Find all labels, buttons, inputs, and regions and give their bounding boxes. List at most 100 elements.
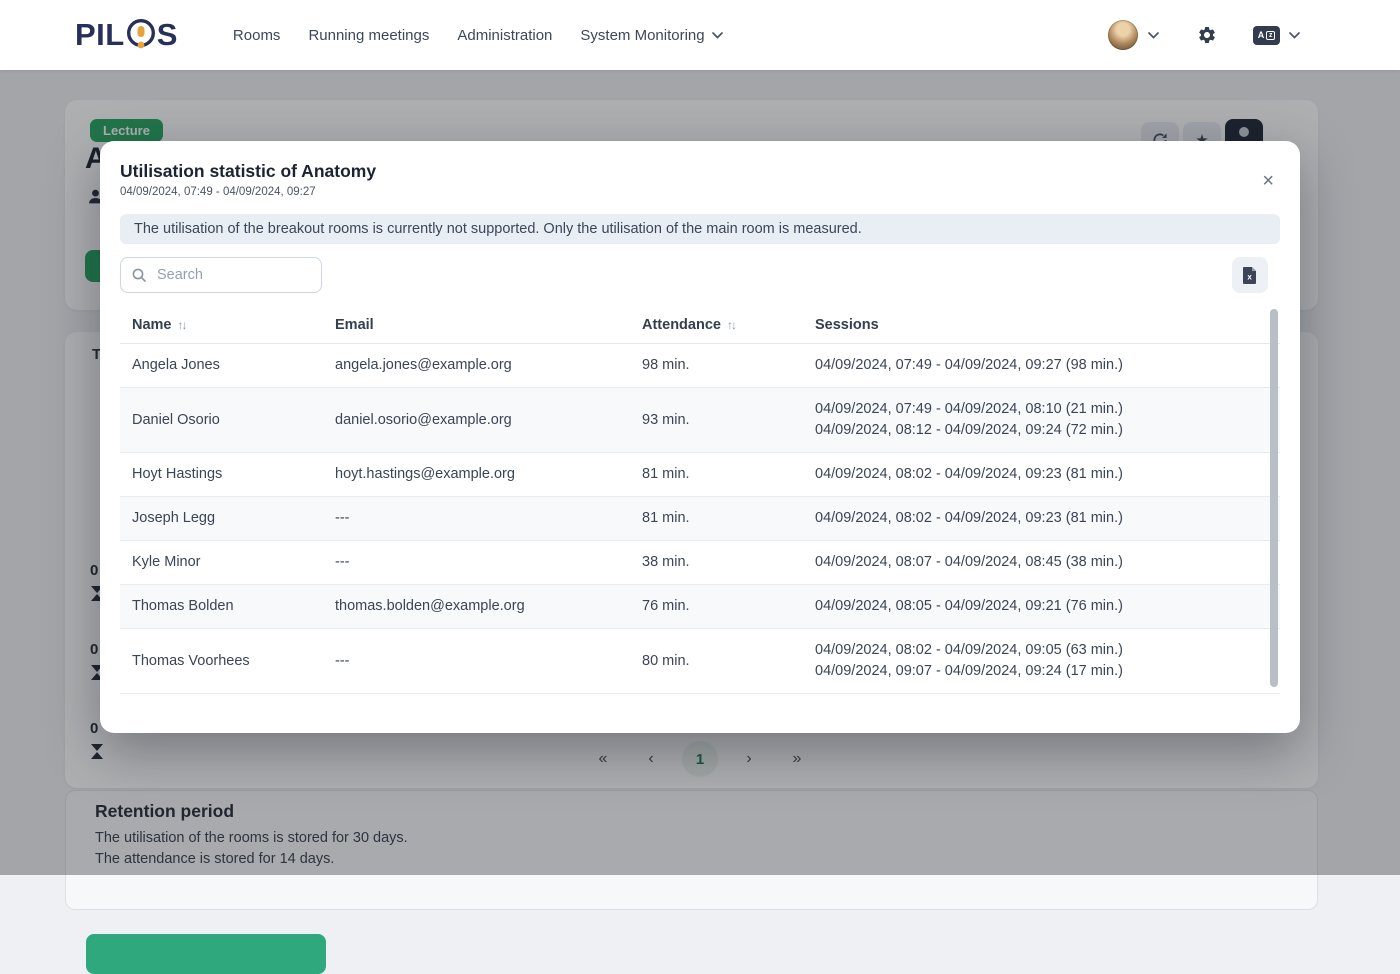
- user-avatar[interactable]: [1108, 20, 1138, 50]
- search-field: [120, 257, 322, 293]
- sort-icon: ↑↓: [726, 318, 737, 332]
- hourglass-icon: [90, 744, 104, 764]
- cell-sessions: 04/09/2024, 08:02 - 04/09/2024, 09:05 (6…: [803, 629, 1280, 693]
- nav-item-running-meetings[interactable]: Running meetings: [308, 27, 429, 44]
- person-icon: [1239, 127, 1249, 137]
- room-owner-person-icon: [87, 188, 104, 210]
- session-line: 04/09/2024, 08:05 - 04/09/2024, 09:21 (7…: [815, 598, 1123, 614]
- cell-email: ---: [335, 554, 350, 570]
- cell-name: Kyle Minor: [132, 554, 201, 570]
- attendance-table: Name ↑↓ Email Attendance ↑↓ Sessions Angela J…: [120, 307, 1280, 707]
- language-chevron-down-icon: [1289, 31, 1300, 39]
- utilisation-statistic-modal: Utilisation statistic of Anatomy 04/09/2…: [100, 141, 1300, 733]
- room-type-badge: Lecture: [90, 119, 163, 142]
- table-row: Kyle Minor --- 38 min. 04/09/2024, 08:07 - …: [120, 541, 1280, 585]
- stat-value: 0: [90, 720, 99, 737]
- search-input[interactable]: [120, 257, 322, 293]
- cell-attendance: 81 min.: [642, 466, 690, 482]
- column-header-name[interactable]: Name ↑↓: [120, 307, 323, 343]
- cell-attendance: 98 min.: [642, 357, 690, 373]
- cell-sessions: 04/09/2024, 07:49 - 04/09/2024, 09:27 (9…: [803, 344, 1280, 387]
- close-icon[interactable]: ×: [1262, 170, 1274, 192]
- pagination-first-button[interactable]: «: [586, 742, 620, 776]
- logo-text-left: PIL: [75, 17, 125, 52]
- nav-item-label: Running meetings: [308, 26, 430, 44]
- table-row: Angela Jones angela.jones@example.org 98 m…: [120, 344, 1280, 388]
- cell-name: Daniel Osorio: [132, 411, 220, 428]
- session-line: 04/09/2024, 07:49 - 04/09/2024, 09:27 (9…: [815, 357, 1123, 373]
- column-label: Attendance: [642, 317, 721, 333]
- column-label: Sessions: [815, 317, 879, 333]
- cell-attendance: 93 min.: [642, 411, 690, 428]
- nav-item-system-monitoring[interactable]: System Monitoring: [580, 26, 723, 44]
- pilos-logo[interactable]: PIL S: [75, 17, 178, 53]
- export-attendance-button[interactable]: x: [1232, 257, 1268, 293]
- column-header-sessions: Sessions: [803, 307, 1280, 343]
- cell-email: ---: [335, 652, 350, 669]
- user-menu-chevron-down-icon[interactable]: [1148, 31, 1159, 39]
- cell-name: Thomas Voorhees: [132, 652, 250, 669]
- table-body: Angela Jones angela.jones@example.org 98 m…: [120, 344, 1280, 694]
- session-line: 04/09/2024, 08:02 - 04/09/2024, 09:05 (6…: [815, 642, 1123, 658]
- retention-action-button[interactable]: [86, 934, 326, 974]
- nav-item-label: System Monitoring: [580, 26, 705, 44]
- navbar: PIL S Rooms Running meetings Administratio…: [0, 0, 1400, 70]
- column-label: Email: [335, 317, 374, 333]
- modal-toolbar: x: [120, 257, 1280, 293]
- pagination-next-button[interactable]: ›: [732, 742, 766, 776]
- file-excel-icon: x: [1243, 266, 1256, 284]
- retention-utilisation-text: The utilisation of the rooms is stored f…: [95, 830, 408, 846]
- column-header-attendance[interactable]: Attendance ↑↓: [630, 307, 803, 343]
- table-row: Thomas Voorhees --- 80 min. 04/09/2024, 08:…: [120, 629, 1280, 694]
- column-header-email: Email: [323, 307, 630, 343]
- cell-attendance: 80 min.: [642, 652, 690, 669]
- cell-name: Joseph Legg: [132, 510, 216, 526]
- stat-value: 0: [90, 562, 99, 579]
- table-row: Thomas Bolden thomas.bolden@example.org 76…: [120, 585, 1280, 629]
- modal-date-range: 04/09/2024, 07:49 - 04/09/2024, 09:27: [120, 186, 316, 198]
- pagination-prev-button[interactable]: ‹: [634, 742, 668, 776]
- session-line: 04/09/2024, 08:02 - 04/09/2024, 09:23 (8…: [815, 466, 1123, 482]
- sort-icon: ↑↓: [177, 318, 188, 332]
- table-row: Joseph Legg --- 81 min. 04/09/2024, 08:02 -…: [120, 497, 1280, 541]
- pagination-last-button[interactable]: »: [780, 742, 814, 776]
- svg-text:x: x: [1247, 272, 1252, 281]
- column-label: Name: [132, 317, 172, 333]
- language-icon-letter: A: [1257, 30, 1265, 40]
- microphone-logo-icon: [126, 18, 155, 49]
- language-selector[interactable]: A z: [1253, 25, 1300, 45]
- navbar-right: A z: [1108, 20, 1300, 50]
- cell-email: thomas.bolden@example.org: [335, 598, 525, 614]
- table-scrollbar[interactable]: [1270, 309, 1278, 687]
- table-row: Hoyt Hastings hoyt.hastings@example.org 81…: [120, 453, 1280, 497]
- chevron-down-icon: [711, 31, 723, 39]
- cell-attendance: 38 min.: [642, 554, 690, 570]
- cell-name: Angela Jones: [132, 357, 220, 373]
- nav-item-label: Administration: [457, 26, 553, 44]
- session-line: 04/09/2024, 08:12 - 04/09/2024, 09:24 (7…: [815, 422, 1123, 438]
- settings-gear-icon[interactable]: [1197, 25, 1217, 45]
- table-row: Daniel Osorio daniel.osorio@example.org 93…: [120, 388, 1280, 453]
- cell-name: Thomas Bolden: [132, 598, 234, 614]
- search-icon: [132, 268, 146, 282]
- cell-attendance: 81 min.: [642, 510, 690, 526]
- cell-email: ---: [335, 510, 350, 526]
- tab-label-partial: T: [92, 346, 102, 363]
- cell-sessions: 04/09/2024, 08:02 - 04/09/2024, 09:23 (8…: [803, 453, 1280, 496]
- language-icon-box: z: [1266, 30, 1276, 40]
- cell-name: Hoyt Hastings: [132, 466, 223, 482]
- nav-item-administration[interactable]: Administration: [457, 27, 552, 44]
- breakout-rooms-info-banner: The utilisation of the breakout rooms is…: [120, 214, 1280, 244]
- main-nav: Rooms Running meetings Administration Syste…: [233, 27, 723, 44]
- pagination-page-1-button[interactable]: 1: [682, 741, 718, 777]
- logo-text-right: S: [156, 17, 178, 52]
- session-line: 04/09/2024, 08:02 - 04/09/2024, 09:23 (8…: [815, 510, 1123, 526]
- retention-period-title: Retention period: [95, 801, 235, 821]
- nav-item-rooms[interactable]: Rooms: [233, 27, 281, 44]
- session-line: 04/09/2024, 09:07 - 04/09/2024, 09:24 (1…: [815, 663, 1123, 679]
- cell-email: daniel.osorio@example.org: [335, 411, 512, 428]
- cell-sessions: 04/09/2024, 08:02 - 04/09/2024, 09:23 (8…: [803, 497, 1280, 540]
- cell-email: angela.jones@example.org: [335, 357, 512, 373]
- paginator: « ‹ 1 › »: [0, 741, 1400, 777]
- cell-sessions: 04/09/2024, 07:49 - 04/09/2024, 08:10 (2…: [803, 388, 1280, 452]
